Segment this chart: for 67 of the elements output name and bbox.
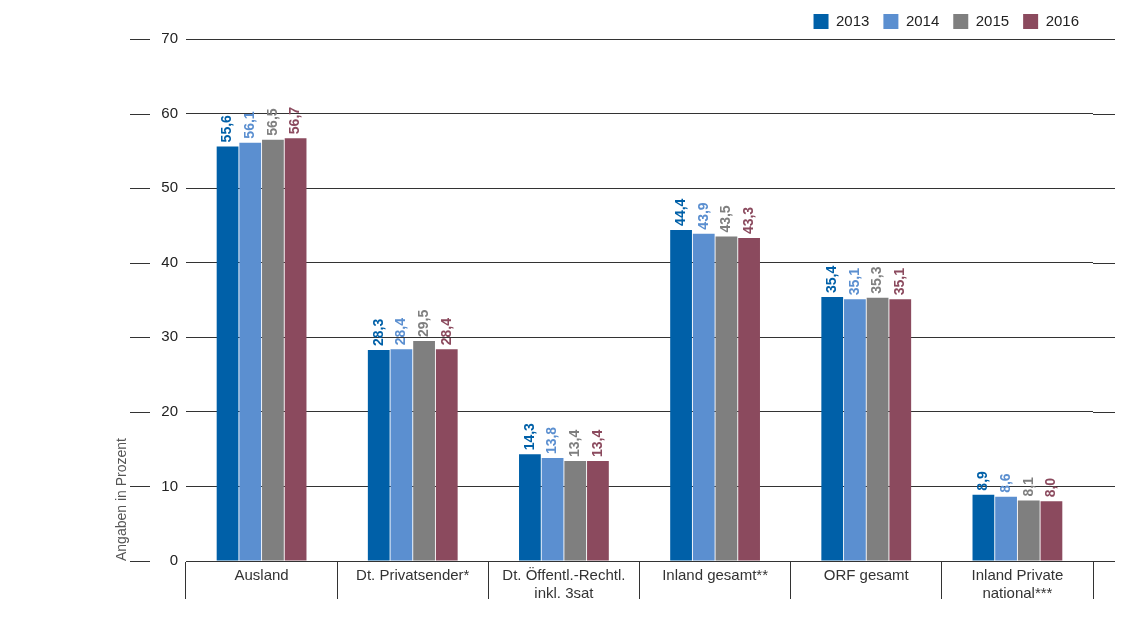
x-tick-label: ORF gesamt xyxy=(823,566,910,584)
bar xyxy=(239,142,262,561)
data-label: 13,8 xyxy=(543,426,560,455)
y-axis-title: Angaben in Prozent xyxy=(113,437,130,561)
x-tick-label: Inland Private national*** xyxy=(971,566,1064,602)
data-label: 35,1 xyxy=(891,267,908,296)
data-label: 35,4 xyxy=(823,265,840,294)
legend-label: 2013 xyxy=(836,11,870,29)
data-label: 55,6 xyxy=(218,114,235,143)
bar xyxy=(435,349,458,561)
data-label: 43,9 xyxy=(694,202,711,230)
data-label: 44,4 xyxy=(671,198,688,226)
data-label: 14,3 xyxy=(520,422,537,451)
data-label: 56,7 xyxy=(286,106,303,135)
bar xyxy=(390,349,413,561)
bar xyxy=(413,341,435,561)
y-tick-label: 40 xyxy=(161,252,178,270)
y-tick-label: 20 xyxy=(161,402,178,419)
x-tick-label: Dt. Öffentl.-Rechtl. inkl. 3sat xyxy=(502,566,626,602)
y-tick-label: 70 xyxy=(161,29,178,47)
y-tick-label: 60 xyxy=(161,103,178,121)
data-label: 8,6 xyxy=(996,473,1013,493)
y-tick-label: 50 xyxy=(161,178,178,196)
legend-label: 2014 xyxy=(905,11,940,29)
bar xyxy=(519,454,541,561)
bar xyxy=(262,139,284,561)
bar xyxy=(821,297,844,561)
data-label: 8,0 xyxy=(1042,477,1059,498)
data-label: 28,4 xyxy=(392,317,409,346)
x-tick-label: Ausland xyxy=(234,566,289,584)
bar xyxy=(692,233,715,561)
data-label: 8,9 xyxy=(974,470,991,491)
data-label: 43,3 xyxy=(739,206,756,235)
data-label: 29,5 xyxy=(414,309,431,338)
bar xyxy=(216,146,239,561)
bar xyxy=(995,496,1017,561)
legend-label: 2015 xyxy=(975,11,1010,29)
bar xyxy=(844,299,866,561)
bar xyxy=(738,238,760,561)
bar xyxy=(972,494,995,561)
bar xyxy=(866,297,889,561)
data-label: 35,3 xyxy=(868,266,885,294)
data-label: 35,1 xyxy=(845,267,862,296)
bar xyxy=(367,349,390,561)
data-label: 56,1 xyxy=(241,111,258,139)
x-tick-label: Dt. Privatsender* xyxy=(356,566,470,584)
bar xyxy=(587,461,609,561)
bar xyxy=(889,299,912,561)
bar xyxy=(541,458,564,561)
bar xyxy=(564,461,587,561)
x-tick-label: Inland gesamt** xyxy=(662,566,769,584)
data-label: 8,1 xyxy=(1019,476,1036,497)
data-label: 43,5 xyxy=(717,205,734,233)
data-label: 56,5 xyxy=(263,108,280,136)
bar xyxy=(670,229,692,561)
legend-label: 2016 xyxy=(1045,11,1080,29)
y-tick-label: 10 xyxy=(161,476,178,494)
data-label: 28,3 xyxy=(369,318,386,346)
y-tick-label: 30 xyxy=(161,327,178,345)
data-label: 13,4 xyxy=(588,429,605,458)
bar xyxy=(284,138,307,561)
data-label: 13,4 xyxy=(566,429,583,458)
data-label: 28,4 xyxy=(437,317,454,346)
y-tick-label: 0 xyxy=(169,551,178,569)
bar xyxy=(1040,501,1063,561)
bar xyxy=(715,236,738,561)
bar xyxy=(1017,500,1040,561)
